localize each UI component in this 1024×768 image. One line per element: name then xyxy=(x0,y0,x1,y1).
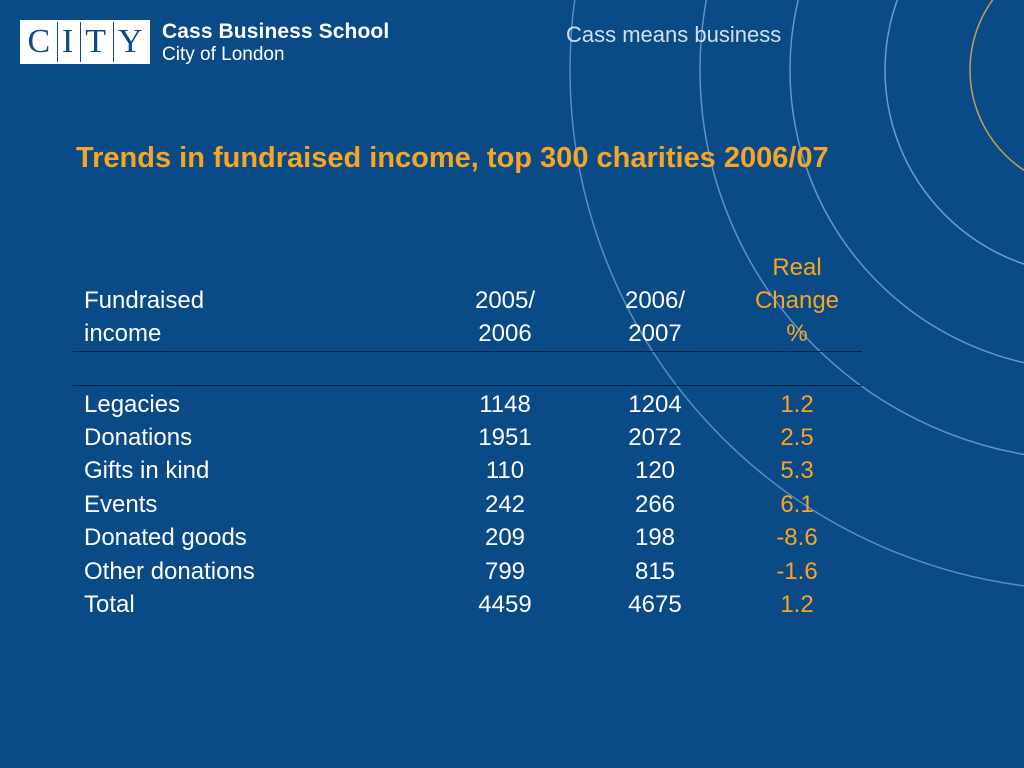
row-label: Total xyxy=(84,591,135,618)
table-row: Other donations 799 815 -1.6 xyxy=(72,555,862,589)
slide-title: Trends in fundraised income, top 300 cha… xyxy=(76,142,829,174)
row-value-2005: 799 xyxy=(484,558,526,585)
row-real-change: 1.2 xyxy=(780,391,814,418)
header-col3-line3: % xyxy=(786,320,808,347)
row-value-2006: 266 xyxy=(634,491,676,518)
row-value-2006: 1204 xyxy=(628,391,682,418)
row-label: Donated goods xyxy=(84,524,247,551)
school-name: Cass Business School xyxy=(162,20,390,43)
table-row: Donated goods 209 198 -8.6 xyxy=(72,521,862,555)
table-row: Gifts in kind 110 120 5.3 xyxy=(72,454,862,488)
header-col2-line2: 2007 xyxy=(628,320,682,347)
row-label: Donations xyxy=(84,424,193,451)
table-row: Legacies 1148 1204 1.2 xyxy=(72,388,862,422)
row-value-2005: 110 xyxy=(485,457,525,484)
row-real-change: 1.2 xyxy=(780,591,814,618)
table-row: Donations 1951 2072 2.5 xyxy=(72,421,862,455)
row-value-2005: 242 xyxy=(484,491,526,518)
header-divider xyxy=(72,351,862,352)
row-real-change: 6.1 xyxy=(780,491,814,518)
header-col2-line1: 2006/ xyxy=(624,287,686,314)
table-row: Events 242 266 6.1 xyxy=(72,488,862,522)
header-col3-line2: Change xyxy=(754,287,840,314)
row-label: Gifts in kind xyxy=(84,457,210,484)
row-real-change: -1.6 xyxy=(776,558,818,585)
income-table: Fundraised income 2005/ 2006 2006/ 2007 … xyxy=(72,250,862,618)
body-divider xyxy=(72,385,862,386)
header-label-line2: income xyxy=(84,320,162,347)
table-row: Total 4459 4675 1.2 xyxy=(72,588,862,622)
logo-letter: I xyxy=(57,22,73,62)
header-col1-line1: 2005/ xyxy=(474,287,536,314)
row-label: Legacies xyxy=(84,391,181,418)
row-value-2006: 2072 xyxy=(628,424,682,451)
row-real-change: 2.5 xyxy=(780,424,814,451)
row-value-2005: 1951 xyxy=(478,424,532,451)
row-value-2006: 4675 xyxy=(628,591,682,618)
row-value-2006: 198 xyxy=(634,524,676,551)
table-header: Fundraised income 2005/ 2006 2006/ 2007 … xyxy=(72,250,862,350)
school-subtitle: City of London xyxy=(162,44,285,65)
logo-letter: Y xyxy=(112,22,143,62)
row-value-2005: 1148 xyxy=(479,391,531,418)
logo-letter: C xyxy=(27,23,51,60)
tagline: Cass means business xyxy=(566,22,782,47)
row-label: Other donations xyxy=(84,558,255,585)
row-value-2005: 209 xyxy=(484,524,526,551)
row-value-2006: 815 xyxy=(634,558,676,585)
logo-letter: T xyxy=(80,22,106,62)
row-value-2006: 120 xyxy=(634,457,676,484)
header-col1-line2: 2006 xyxy=(478,320,532,347)
row-label: Events xyxy=(84,491,158,518)
city-logo: C I T Y xyxy=(20,20,150,64)
header-label-line1: Fundraised xyxy=(84,287,205,314)
row-real-change: -8.6 xyxy=(776,524,818,551)
row-real-change: 5.3 xyxy=(780,457,814,484)
row-value-2005: 4459 xyxy=(478,591,532,618)
header-col3-line1: Real xyxy=(772,254,822,281)
